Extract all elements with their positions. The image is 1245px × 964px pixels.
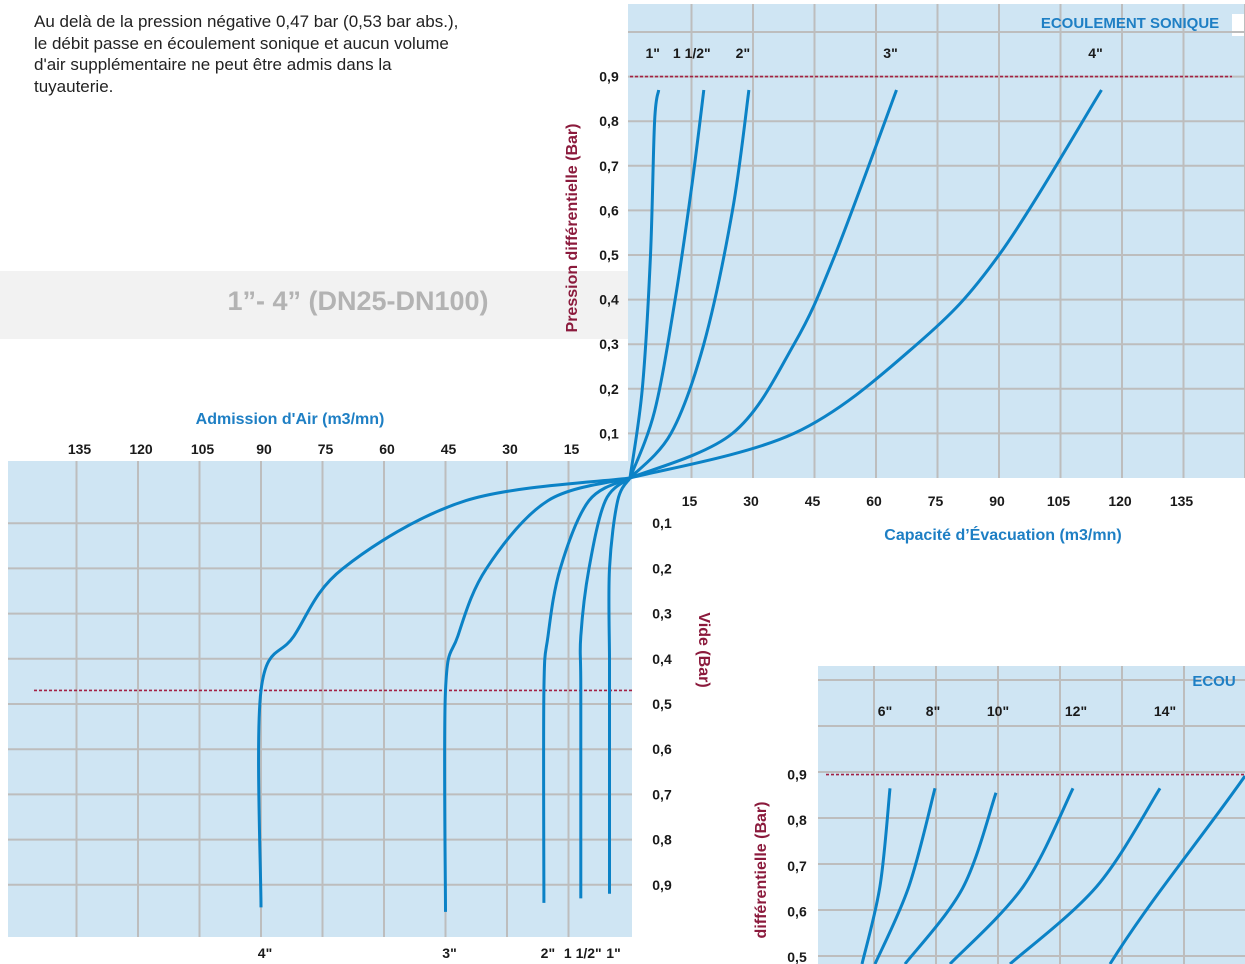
intake-curve: [542, 476, 631, 903]
exhaust-y-tick-label: 0,7: [599, 158, 619, 174]
intake-series-label: 3": [442, 945, 456, 961]
large-y-tick-label: 0,9: [787, 767, 807, 783]
intake-y-tick-label: 0,1: [652, 515, 672, 531]
exhaust-x-tick-label: 90: [989, 493, 1005, 509]
intake-curve: [443, 476, 631, 912]
exhaust-series-label: 4": [1088, 45, 1102, 61]
exhaust-x-tick-label: 105: [1047, 493, 1071, 509]
intake-series-label: 1 1/2": [564, 945, 602, 961]
intake-y-axis-title: Vide (Bar): [695, 612, 712, 687]
exhaust-y-tick-label: 0,1: [599, 425, 619, 441]
large-y-tick-label: 0,7: [787, 858, 807, 874]
exhaust-y-axis-title: Pression différentielle (Bar): [564, 124, 581, 333]
intake-x-tick-label: 105: [191, 441, 215, 457]
intake-series-label: 4": [258, 945, 272, 961]
large-curve: [860, 788, 892, 964]
size-range-band: [0, 271, 628, 339]
intake-y-tick-label: 0,4: [652, 651, 672, 667]
intake-x-tick-label: 75: [318, 441, 334, 457]
intake-y-tick-label: 0,3: [652, 606, 672, 622]
exhaust-chart-title: ECOULEMENT SONIQUE: [1041, 15, 1219, 32]
intake-panel: [8, 461, 632, 937]
large-curve: [948, 787, 1075, 964]
intake-x-tick-label: 135: [68, 441, 92, 457]
exhaust-series-label: 1 1/2": [673, 45, 711, 61]
large-series-label: 6": [878, 703, 892, 719]
large-curve: [903, 792, 998, 964]
intake-curve: [607, 477, 632, 894]
exhaust-curve: [628, 89, 751, 480]
large-curve-partial: [1108, 775, 1245, 964]
intake-x-axis-title: Admission d'Air (m3/mn): [196, 411, 385, 428]
exhaust-y-tick-label: 0,4: [599, 292, 619, 308]
intake-y-tick-label: 0,8: [652, 832, 672, 848]
intake-x-tick-label: 90: [256, 441, 272, 457]
intake-y-tick-label: 0,6: [652, 741, 672, 757]
intake-series-label: 2": [541, 945, 555, 961]
intake-x-tick-label: 60: [379, 441, 395, 457]
intake-y-tick-label: 0,9: [652, 877, 672, 893]
exhaust-series-label: 3": [883, 45, 897, 61]
large-y-tick-label: 0,8: [787, 812, 807, 828]
exhaust-y-tick-label: 0,5: [599, 247, 619, 263]
large-y-axis-title: différentielle (Bar): [753, 802, 770, 939]
intake-y-tick-label: 0,2: [652, 560, 672, 576]
large-y-tick-label: 0,5: [787, 949, 807, 964]
exhaust-curve: [628, 89, 706, 479]
exhaust-x-tick-label: 120: [1108, 493, 1132, 509]
exhaust-y-tick-label: 0,6: [599, 202, 619, 218]
exhaust-series-label: 2": [736, 45, 750, 61]
large-y-tick-label: 0,6: [787, 903, 807, 919]
large-series-label: 14": [1154, 703, 1176, 719]
exhaust-x-tick-label: 135: [1170, 493, 1194, 509]
exhaust-y-tick-label: 0,3: [599, 336, 619, 352]
exhaust-y-tick-label: 0,2: [599, 381, 619, 397]
intake-y-tick-label: 0,7: [652, 786, 672, 802]
large-curve: [873, 787, 937, 964]
exhaust-x-tick-label: 75: [928, 493, 944, 509]
intake-x-tick-label: 30: [502, 441, 518, 457]
intake-series-label: 1": [606, 945, 620, 961]
exhaust-curve: [629, 89, 1103, 480]
exhaust-y-tick-label: 0,8: [599, 113, 619, 129]
intake-curve: [578, 476, 632, 899]
large-series-label: 12": [1065, 703, 1087, 719]
exhaust-curve: [628, 89, 661, 479]
size-range-title: 1”- 4” (DN25-DN100): [227, 286, 489, 316]
large-series-label: 8": [926, 703, 940, 719]
large-series-label: 10": [987, 703, 1009, 719]
sonic-flow-note: Au delà de la pression négative 0,47 bar…: [34, 12, 459, 96]
large-chart-title: ECOU: [1192, 673, 1235, 690]
exhaust-x-tick-label: 15: [682, 493, 698, 509]
exhaust-x-tick-label: 45: [805, 493, 821, 509]
large-panel: [818, 666, 1245, 964]
intake-x-tick-label: 45: [441, 441, 457, 457]
exhaust-y-tick-label: 0,9: [599, 69, 619, 85]
large-curve: [1008, 787, 1162, 964]
intake-curve: [257, 476, 631, 908]
exhaust-x-tick-label: 60: [866, 493, 882, 509]
exhaust-series-label: 1": [645, 45, 659, 61]
intake-x-tick-label: 15: [564, 441, 580, 457]
exhaust-x-tick-label: 30: [743, 493, 759, 509]
intake-x-tick-label: 120: [129, 441, 153, 457]
exhaust-title-backdrop: [1232, 14, 1245, 36]
exhaust-curve: [629, 89, 898, 480]
exhaust-x-axis-title: Capacité d’Évacuation (m3/mn): [884, 525, 1121, 544]
intake-y-tick-label: 0,5: [652, 696, 672, 712]
